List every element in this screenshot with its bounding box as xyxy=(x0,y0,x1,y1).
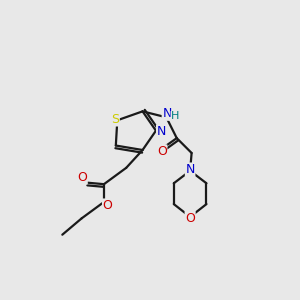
Text: O: O xyxy=(103,199,112,212)
Text: S: S xyxy=(111,113,119,126)
Text: O: O xyxy=(185,212,195,225)
Text: O: O xyxy=(157,145,167,158)
Text: N: N xyxy=(157,125,166,138)
Text: N: N xyxy=(162,107,172,120)
Text: O: O xyxy=(77,171,87,184)
Text: H: H xyxy=(171,111,179,122)
Text: N: N xyxy=(185,163,195,176)
